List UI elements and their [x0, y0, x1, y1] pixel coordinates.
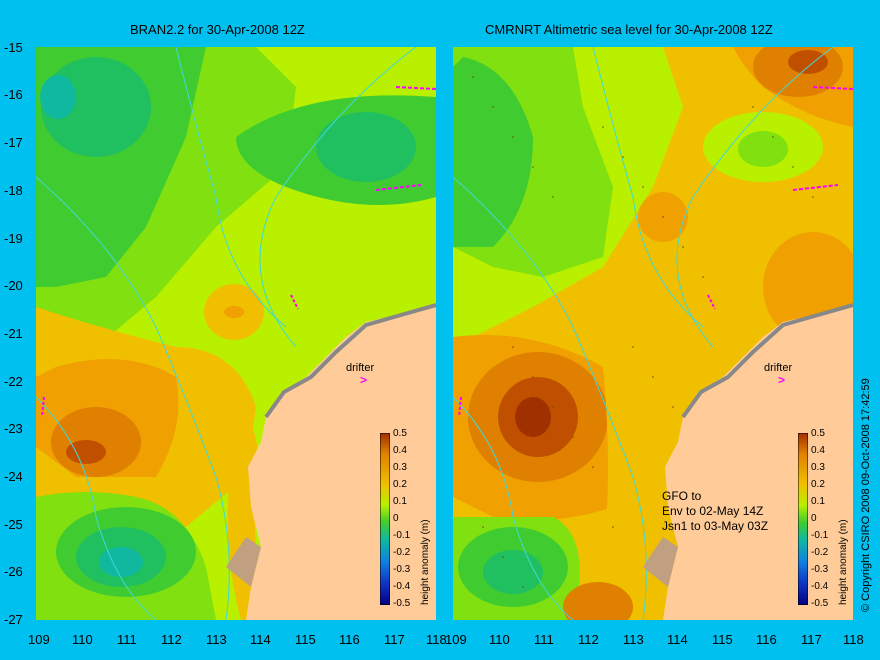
y-tick-label: -24 — [4, 469, 23, 484]
y-tick-label: -23 — [4, 421, 23, 436]
colorbar-label: height anomaly (m) — [420, 519, 431, 605]
colorbar-tick: 0.3 — [393, 462, 407, 473]
drifter-arrow-icon: > — [778, 373, 786, 387]
x-tick-label: 115 — [295, 632, 316, 647]
colorbar-tick: -0.2 — [811, 547, 829, 558]
left-map-title: BRAN2.2 for 30-Apr-2008 12Z — [130, 22, 305, 37]
x-tick-label: 112 — [578, 632, 599, 647]
satellite-note-line: Jsn1 to 03-May 03Z — [662, 519, 769, 533]
bran-map-panel — [36, 47, 436, 620]
colorbar-tick: 0.4 — [393, 445, 407, 456]
x-tick-label: 114 — [250, 632, 271, 647]
y-tick-label: -16 — [4, 87, 23, 102]
y-tick-label: -17 — [4, 135, 23, 150]
x-tick-label: 111 — [534, 632, 554, 647]
colorbar-tick: -0.4 — [811, 581, 829, 592]
satellite-note-line: Env to 02-May 14Z — [662, 504, 764, 518]
altimetry-map-panel — [453, 47, 853, 620]
colorbar-tick: 0 — [393, 513, 399, 524]
x-tick-label: 117 — [384, 632, 405, 647]
colorbar-tick: 0.4 — [811, 445, 825, 456]
right-map-title: CMRNRT Altimetric sea level for 30-Apr-2… — [485, 22, 773, 37]
y-tick-label: -15 — [4, 40, 23, 55]
x-tick-label: 111 — [117, 632, 137, 647]
y-tick-label: -19 — [4, 231, 23, 246]
colorbar-tick: 0.2 — [393, 479, 407, 490]
colorbar-tick: 0.5 — [393, 428, 407, 439]
x-tick-label: 113 — [206, 632, 227, 647]
colorbar-tick: 0 — [811, 513, 817, 524]
colorbar-tick: 0.2 — [811, 479, 825, 490]
drifter-label: drifter — [764, 362, 793, 374]
satellite-note-line: GFO to — [662, 489, 702, 503]
satellite-note: GFO to Env to 02-May 14Z Jsn1 to 03-May … — [662, 489, 768, 534]
x-tick-label: 115 — [712, 632, 733, 647]
y-tick-label: -26 — [4, 564, 23, 579]
colorbar-tick: -0.1 — [393, 530, 411, 541]
copyright-notice: © Copyright CSIRO 2008 09-Oct-2008 17:42… — [860, 378, 872, 612]
colorbar-label: height anomaly (m) — [838, 519, 849, 605]
x-tick-label: 109 — [28, 632, 50, 647]
x-tick-label: 113 — [623, 632, 644, 647]
x-tick-label: 110 — [489, 632, 510, 647]
y-tick-label: -27 — [4, 612, 23, 627]
y-tick-label: -25 — [4, 517, 23, 532]
drifter-label: drifter — [346, 362, 375, 374]
colorbar-tick: -0.2 — [393, 547, 411, 558]
colorbar-tick: -0.5 — [393, 598, 411, 609]
colorbar-right — [797, 432, 809, 606]
colorbar-tick: -0.3 — [811, 564, 829, 575]
y-tick-label: -21 — [4, 326, 23, 341]
colorbar-tick: -0.1 — [811, 530, 829, 541]
x-tick-label: 116 — [339, 632, 360, 647]
drifter-arrow-icon: > — [360, 373, 368, 387]
colorbar-tick: -0.4 — [393, 581, 411, 592]
x-tick-label: 118 — [843, 632, 864, 647]
x-tick-label: 118 — [426, 632, 447, 647]
x-tick-label: 110 — [72, 632, 93, 647]
y-tick-label: -20 — [4, 278, 23, 293]
colorbar-tick: 0.5 — [811, 428, 825, 439]
x-tick-label: 109 — [445, 632, 467, 647]
x-tick-label: 117 — [801, 632, 822, 647]
y-tick-label: -22 — [4, 374, 23, 389]
x-tick-label: 114 — [667, 632, 688, 647]
colorbar-tick: 0.3 — [811, 462, 825, 473]
colorbar-tick: -0.5 — [811, 598, 829, 609]
colorbar-left — [379, 432, 391, 606]
x-tick-label: 116 — [756, 632, 777, 647]
y-tick-label: -18 — [4, 183, 23, 198]
colorbar-tick: 0.1 — [811, 496, 825, 507]
x-tick-label: 112 — [161, 632, 182, 647]
colorbar-tick: -0.3 — [393, 564, 411, 575]
colorbar-tick: 0.1 — [393, 496, 407, 507]
